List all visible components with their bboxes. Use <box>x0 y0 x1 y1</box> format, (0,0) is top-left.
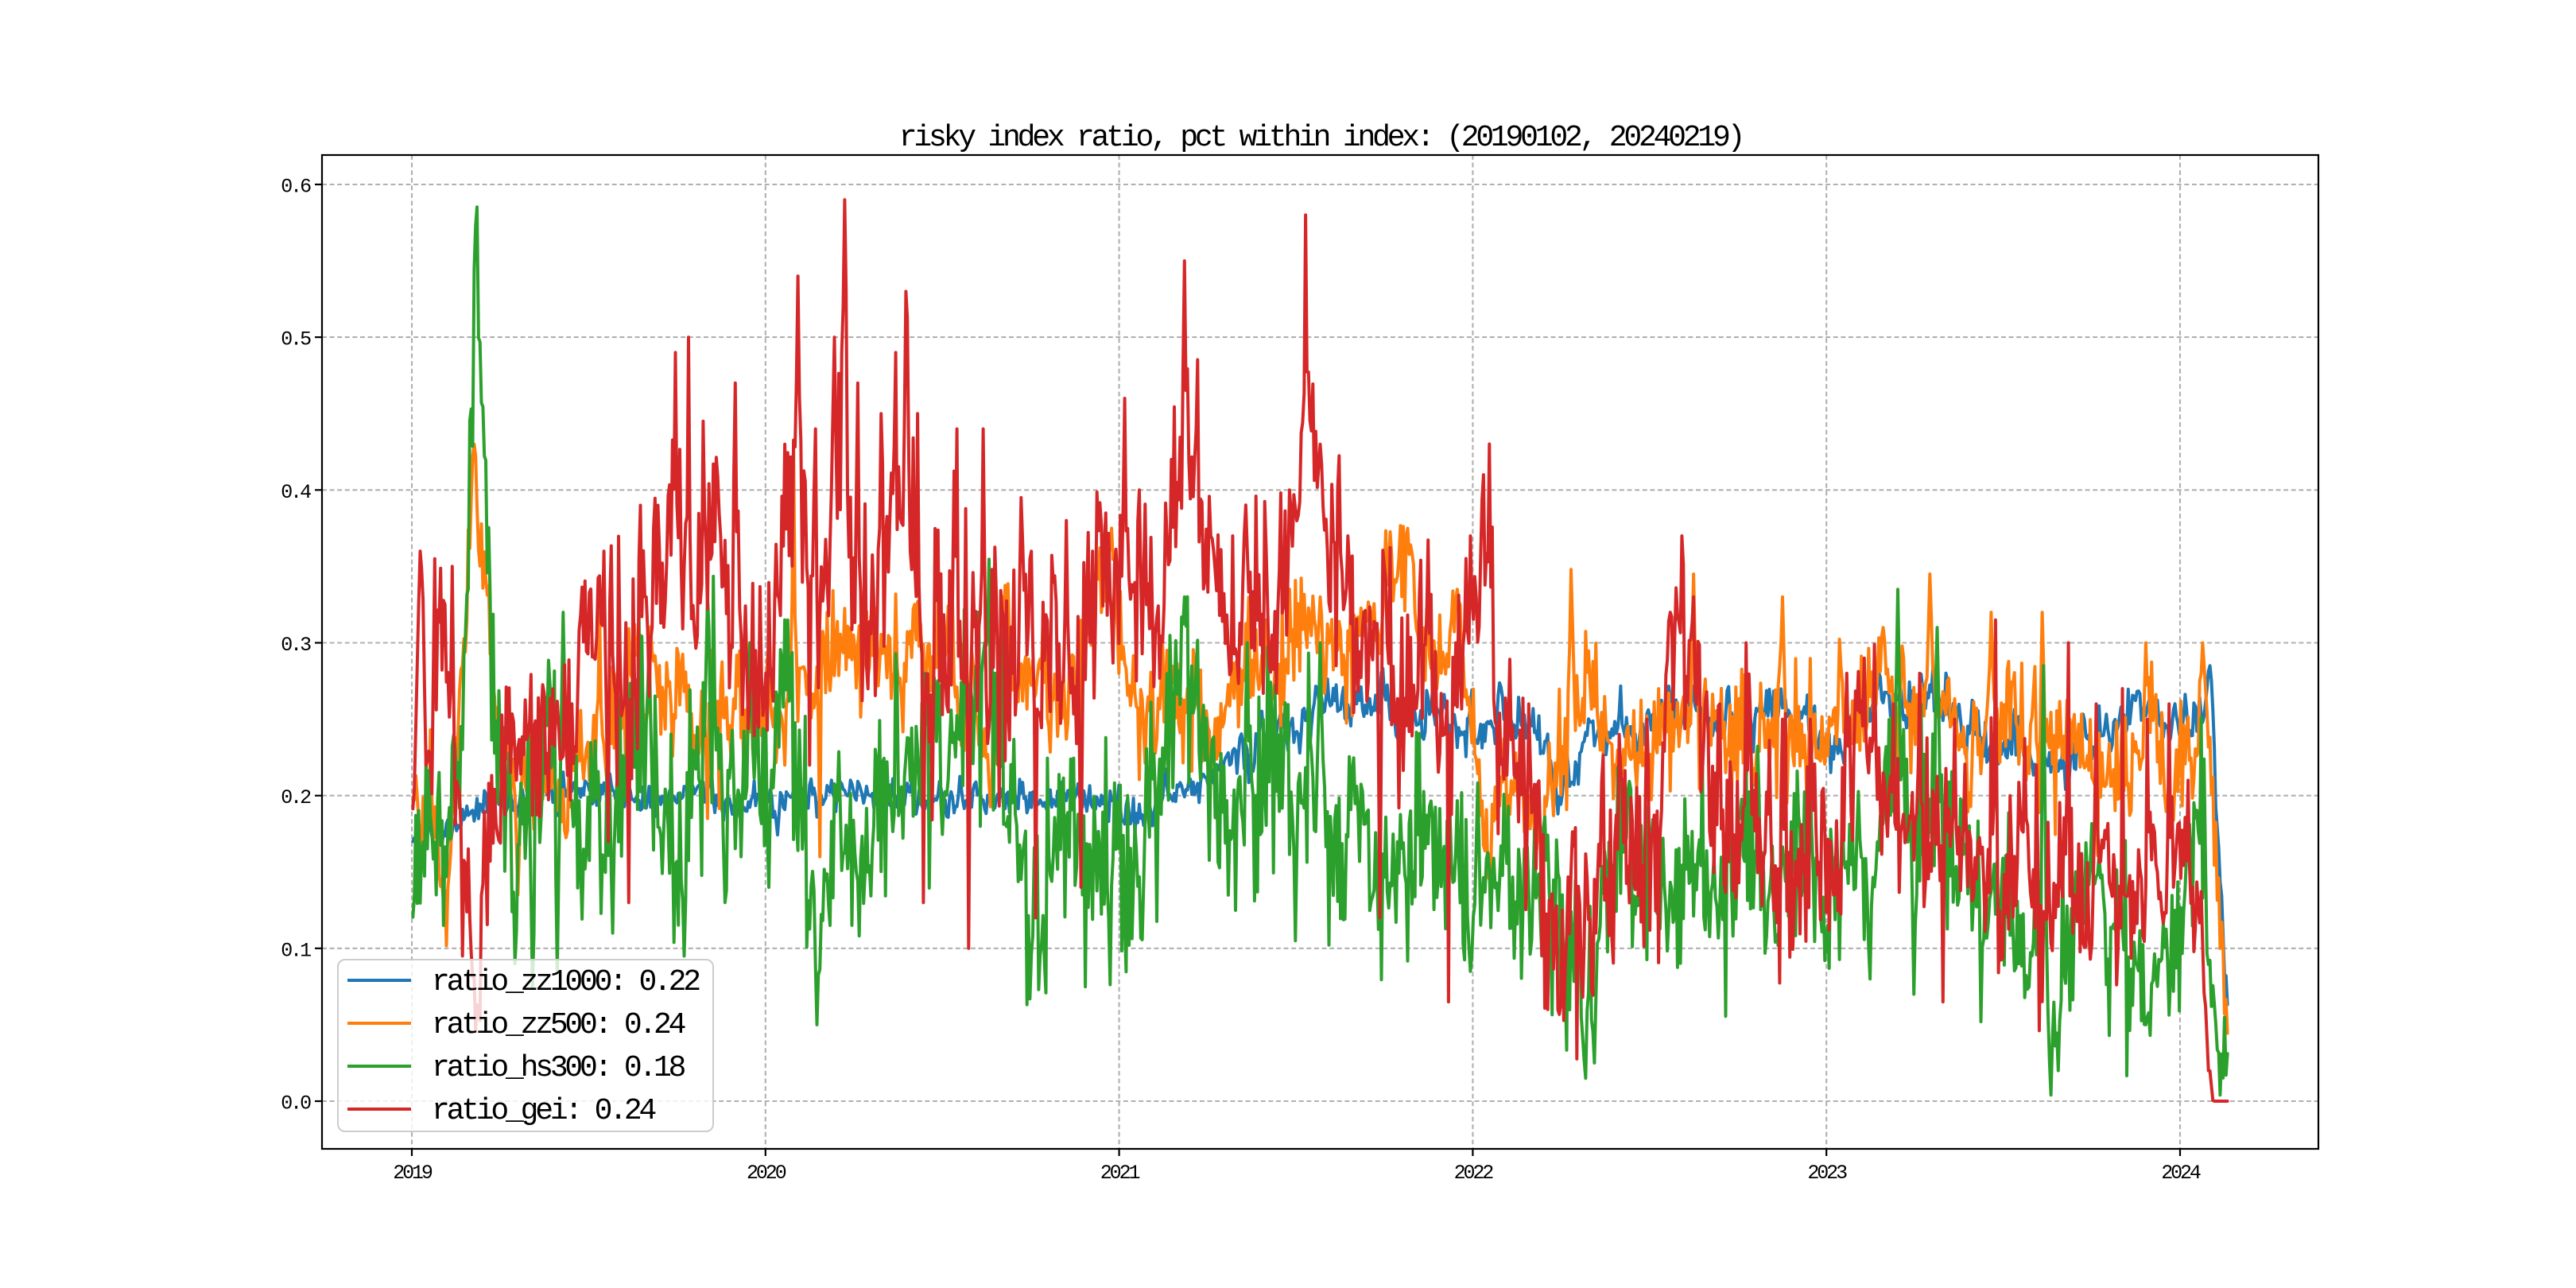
svg-text:0.3: 0.3 <box>281 634 311 657</box>
svg-text:0.2: 0.2 <box>281 786 311 809</box>
svg-text:ratio_zz1000: 0.22: ratio_zz1000: 0.22 <box>432 965 700 999</box>
svg-text:2021: 2021 <box>1100 1162 1140 1185</box>
svg-text:2020: 2020 <box>747 1162 786 1185</box>
svg-text:ratio_hs300: 0.18: ratio_hs300: 0.18 <box>432 1051 685 1085</box>
svg-text:0.5: 0.5 <box>281 328 311 351</box>
svg-text:ratio_zz500: 0.24: ratio_zz500: 0.24 <box>432 1008 685 1042</box>
svg-text:0.4: 0.4 <box>281 481 311 504</box>
svg-text:2023: 2023 <box>1807 1162 1847 1185</box>
svg-text:0.6: 0.6 <box>281 176 311 199</box>
svg-text:2022: 2022 <box>1454 1162 1494 1185</box>
svg-text:0.1: 0.1 <box>281 939 311 962</box>
svg-text:risky index ratio, pct within: risky index ratio, pct within index: (20… <box>899 121 1742 155</box>
svg-text:ratio_gei: 0.24: ratio_gei: 0.24 <box>432 1094 655 1128</box>
svg-text:2019: 2019 <box>393 1162 433 1185</box>
svg-text:2024: 2024 <box>2161 1162 2201 1185</box>
svg-text:0.0: 0.0 <box>281 1092 311 1115</box>
